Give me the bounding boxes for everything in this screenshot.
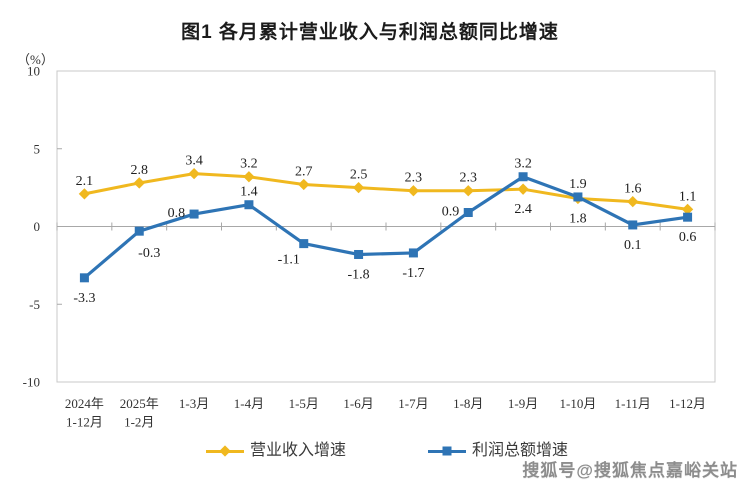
legend-item-revenue: 营业收入增速 <box>206 442 346 460</box>
x-axis-label: 1-12月 <box>66 415 103 430</box>
data-point-marker-profit <box>244 200 254 210</box>
data-label-revenue: 2.7 <box>295 165 313 180</box>
data-label-revenue: 2.1 <box>76 174 94 189</box>
data-point-marker-profit <box>518 172 528 182</box>
y-axis-unit-label: （%） <box>17 52 54 67</box>
data-label-revenue: 1.8 <box>569 212 587 227</box>
data-label-profit: 1.4 <box>240 185 258 200</box>
x-axis-label: 1-9月 <box>508 396 538 411</box>
x-axis-label: 1-3月 <box>179 396 209 411</box>
data-point-marker-profit <box>408 248 418 258</box>
series-line-revenue <box>84 172 688 211</box>
data-label-profit: 0.1 <box>624 238 642 253</box>
data-label-revenue: 3.2 <box>240 157 258 172</box>
data-label-profit: -1.1 <box>278 253 300 268</box>
y-axis-label: 0 <box>34 219 41 234</box>
data-point-marker-revenue <box>627 195 639 208</box>
data-point-marker-revenue <box>188 167 200 180</box>
x-axis-label: 1-12月 <box>669 396 706 411</box>
data-label-profit: -1.8 <box>347 267 369 282</box>
data-label-revenue: 2.8 <box>131 163 149 178</box>
data-point-marker-revenue <box>517 183 529 195</box>
diamond-marker-icon <box>219 445 231 457</box>
x-axis-label: 1-4月 <box>234 396 264 411</box>
data-label-revenue: 2.3 <box>405 171 423 186</box>
data-point-marker-revenue <box>78 188 91 200</box>
x-axis-label: 1-5月 <box>289 396 319 411</box>
data-point-marker-profit <box>683 212 693 222</box>
chart-plot-area: （%）10 5 0 -5 -10 2024年 1-12月 2025年 1-2月 1-3月 1-4月 1… <box>17 52 716 430</box>
data-point-marker-profit <box>628 220 638 230</box>
data-label-profit: 0.6 <box>679 230 697 245</box>
y-axis-label: 5 <box>34 141 41 156</box>
data-point-marker-profit <box>299 239 309 249</box>
data-label-profit: -3.3 <box>73 291 95 306</box>
square-marker-icon <box>442 446 452 456</box>
revenue-legend-line <box>206 445 244 457</box>
watermark: 搜狐号@搜狐焦点嘉峪关站 <box>522 461 738 480</box>
data-point-marker-revenue <box>462 185 474 197</box>
data-label-profit: 1.9 <box>569 177 587 192</box>
x-axis-label: 1-7月 <box>398 396 428 411</box>
profit-legend-line <box>428 446 466 456</box>
legend-label-revenue: 营业收入增速 <box>250 442 347 459</box>
data-label-profit: -1.7 <box>402 266 424 281</box>
data-label-revenue: 2.3 <box>460 171 478 186</box>
y-axis-label: 10 <box>27 64 40 79</box>
x-axis-label: 1-10月 <box>559 396 596 411</box>
data-point-marker-revenue <box>133 177 145 189</box>
data-point-marker-revenue <box>298 178 310 191</box>
data-label-profit: 0.9 <box>442 205 460 220</box>
legend-label-profit: 利润总额增速 <box>472 442 569 459</box>
x-axis-label: 1-6月 <box>343 396 373 411</box>
data-label-revenue: 3.4 <box>185 154 203 169</box>
data-point-marker-profit <box>79 273 89 283</box>
y-axis-label: -5 <box>29 297 40 312</box>
y-axis-label: -10 <box>23 375 40 390</box>
data-point-marker-revenue <box>352 181 365 194</box>
chart-title: 图1 各月累计营业收入与利润总额同比增速 <box>181 22 559 43</box>
x-axis-label: 1-2月 <box>124 415 154 430</box>
data-point-marker-profit <box>354 249 364 259</box>
x-axis-label: 2024年 <box>65 396 104 411</box>
data-point-marker-revenue <box>243 171 255 183</box>
x-axis-label: 1-8月 <box>453 396 483 411</box>
data-point-marker-profit <box>134 226 144 236</box>
x-axis-label: 1-11月 <box>615 396 651 411</box>
data-label-profit: -0.3 <box>138 246 160 261</box>
data-label-profit: 3.2 <box>514 157 532 172</box>
data-point-marker-revenue <box>407 185 420 197</box>
data-point-marker-profit <box>463 208 473 218</box>
series-line-profit <box>83 175 688 280</box>
data-label-revenue: 2.5 <box>350 168 368 183</box>
data-label-revenue: 2.4 <box>514 202 532 217</box>
data-label-revenue: 1.1 <box>679 189 697 204</box>
data-label-revenue: 1.6 <box>624 182 642 197</box>
x-axis-label: 2025年 <box>120 396 159 411</box>
data-point-marker-profit <box>573 192 583 202</box>
data-point-marker-profit <box>189 209 199 219</box>
data-label-profit: 0.8 <box>168 206 186 221</box>
legend-item-profit: 利润总额增速 <box>428 442 568 460</box>
